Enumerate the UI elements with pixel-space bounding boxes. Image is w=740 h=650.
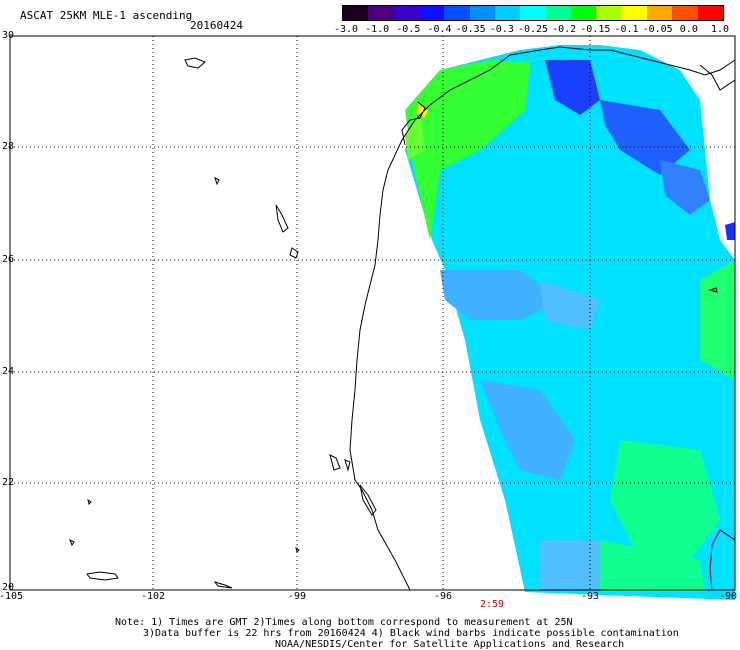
pass-time-label: 2:59 [479,599,505,610]
lat-label-22: 22 [2,477,15,488]
colorbar-swatch [545,6,571,20]
lon-label-90: -90 [718,591,738,602]
colorbar-label: -0.1 [614,24,639,35]
colorbar-label: -3.0 [333,24,359,35]
colorbar-label: -0.4 [427,24,452,35]
colorbar-swatch [646,6,673,20]
colorbar-swatch [672,6,698,20]
footer-note-2: 3)Data buffer is 22 hrs from 20160424 4)… [143,628,679,639]
lon-label-93: -93 [580,591,600,602]
lon-label-102: -102 [140,591,166,602]
colorbar-label: -0.3 [489,24,514,35]
product-date: 20160424 [190,19,243,32]
colorbar-swatch [570,6,597,20]
colorbar-label: 0.0 [679,24,698,35]
colorbar-label: 1.0 [710,24,730,35]
colorbar-swatch [697,6,723,20]
colorbar-label: -0.05 [642,24,673,35]
product-title: ASCAT 25KM MLE-1 ascending [20,9,193,22]
colorbar-swatch [343,6,369,20]
lon-label-105: -105 [0,591,24,602]
colorbar-label: -0.35 [455,24,486,35]
lat-label-20: 20 [2,582,15,593]
lat-label-28: 28 [2,141,15,152]
footer-note-1: Note: 1) Times are GMT 2)Times along bot… [115,617,573,628]
lat-label-24: 24 [2,366,15,377]
colorbar-swatch [520,6,546,20]
lon-label-96: -96 [433,591,453,602]
lat-label-30: 30 [2,30,15,41]
colorbar-swatch [621,6,647,20]
colorbar-swatch [393,6,419,20]
footer-note-3: NOAA/NESDIS/Center for Satellite Applica… [275,639,625,650]
colorbar-label: -0.5 [396,24,421,35]
lon-label-99: -99 [287,591,307,602]
colorbar-swatch [444,6,470,20]
colorbar-label: -0.2 [552,24,577,35]
map-frame [9,35,736,591]
colorbar [342,5,724,21]
colorbar-label: -0.15 [580,24,611,35]
coastline [69,46,736,591]
colorbar-swatch [418,6,445,20]
colorbar-label: -1.0 [365,24,390,35]
colorbar-label: -0.25 [517,24,549,35]
colorbar-swatch [494,6,521,20]
colorbar-swatch [368,6,394,20]
colorbar-swatch [596,6,622,20]
colorbar-swatch [469,6,495,20]
data-swath [405,45,735,600]
lat-label-26: 26 [2,254,15,265]
